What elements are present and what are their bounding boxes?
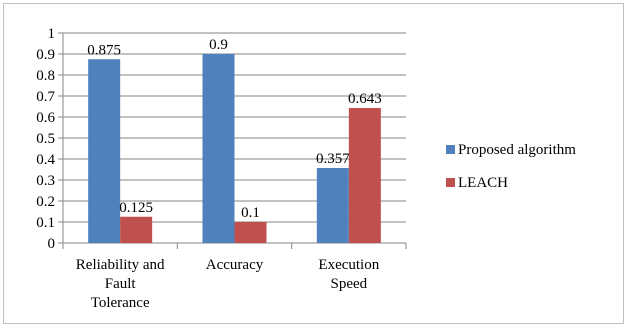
legend-swatch xyxy=(446,145,455,154)
bar-leach xyxy=(234,222,267,243)
data-label: 0.9 xyxy=(209,37,228,53)
y-tick-label: 0.6 xyxy=(36,110,55,126)
y-tick-label: 0.1 xyxy=(36,215,55,231)
y-tick-label: 0.2 xyxy=(36,194,55,210)
legend-swatch xyxy=(446,178,455,187)
bar-leach xyxy=(348,107,381,243)
y-tick-label: 1 xyxy=(48,26,56,42)
category-label: Accuracy xyxy=(206,257,264,273)
bar-proposed-algorithm xyxy=(202,54,235,243)
category-label: Execution xyxy=(318,257,379,273)
legend-label: LEACH xyxy=(458,175,508,191)
category-label: Reliability and xyxy=(76,257,165,273)
y-tick-label: 0.9 xyxy=(36,47,55,63)
category-label: Speed xyxy=(330,276,367,292)
data-label: 0.875 xyxy=(87,42,121,58)
y-tick-label: 0 xyxy=(48,236,56,252)
data-label: 0.643 xyxy=(348,91,382,107)
y-tick-label: 0.4 xyxy=(36,152,55,168)
y-tick-label: 0.3 xyxy=(36,173,55,189)
data-label: 0.125 xyxy=(119,200,153,216)
legend-label: Proposed algorithm xyxy=(458,142,576,158)
y-tick-label: 0.5 xyxy=(36,131,55,147)
y-tick-label: 0.7 xyxy=(36,89,55,105)
bar-leach xyxy=(120,216,153,243)
data-label: 0.357 xyxy=(316,151,350,167)
data-label: 0.1 xyxy=(241,205,260,221)
bar-proposed-algorithm xyxy=(316,168,349,243)
category-label: Tolerance xyxy=(91,295,150,311)
y-tick-label: 0.8 xyxy=(36,68,55,84)
category-label: Fault xyxy=(105,276,137,292)
bar-proposed-algorithm xyxy=(88,59,121,243)
